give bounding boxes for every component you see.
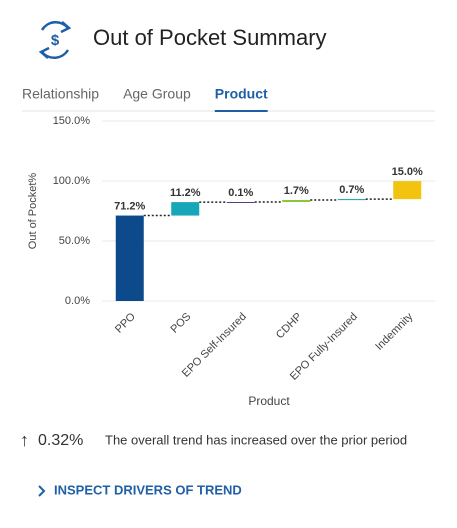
tab[interactable]: Age Group bbox=[123, 86, 191, 102]
x-tick-label: PPO bbox=[113, 310, 138, 335]
x-axis-label: Product bbox=[248, 394, 290, 408]
title-icon: $ bbox=[38, 21, 72, 59]
trend-value: 0.32% bbox=[38, 432, 83, 449]
x-tick-label: Indemnity bbox=[373, 310, 416, 353]
y-tick-label: 100.0% bbox=[53, 175, 91, 187]
link[interactable]: INSPECT DRIVERS OF TREND bbox=[38, 482, 242, 497]
tab[interactable]: Relationship bbox=[22, 86, 99, 102]
x-tick-label: CDHP bbox=[274, 311, 305, 342]
value-label: 0.7% bbox=[339, 184, 364, 196]
value-label: 71.2% bbox=[114, 200, 145, 212]
y-tick-label: 150.0% bbox=[53, 115, 91, 127]
bar bbox=[171, 202, 200, 216]
value-label: 1.7% bbox=[284, 185, 309, 197]
trend-arrow: ↑ bbox=[20, 430, 29, 450]
y-tick-label: 0.0% bbox=[65, 295, 90, 307]
value-label: 15.0% bbox=[392, 166, 423, 178]
bar bbox=[226, 202, 255, 203]
y-axis-label: Out of Pocket% bbox=[27, 173, 39, 250]
bar bbox=[393, 181, 422, 200]
x-tick-label: POS bbox=[169, 311, 194, 336]
chevron bbox=[38, 485, 46, 497]
trend-text: The overall trend has increased over the… bbox=[105, 432, 407, 447]
bar bbox=[337, 199, 366, 201]
link-label[interactable]: INSPECT DRIVERS OF TREND bbox=[54, 482, 242, 497]
y-tick-label: 50.0% bbox=[59, 235, 90, 247]
value-label: 0.1% bbox=[228, 187, 253, 199]
bar bbox=[282, 199, 311, 202]
bar bbox=[115, 215, 144, 301]
svg-text:$: $ bbox=[51, 32, 60, 49]
tab[interactable]: Product bbox=[215, 86, 268, 102]
title: Out of Pocket Summary bbox=[93, 25, 327, 50]
value-label: 11.2% bbox=[170, 187, 201, 199]
